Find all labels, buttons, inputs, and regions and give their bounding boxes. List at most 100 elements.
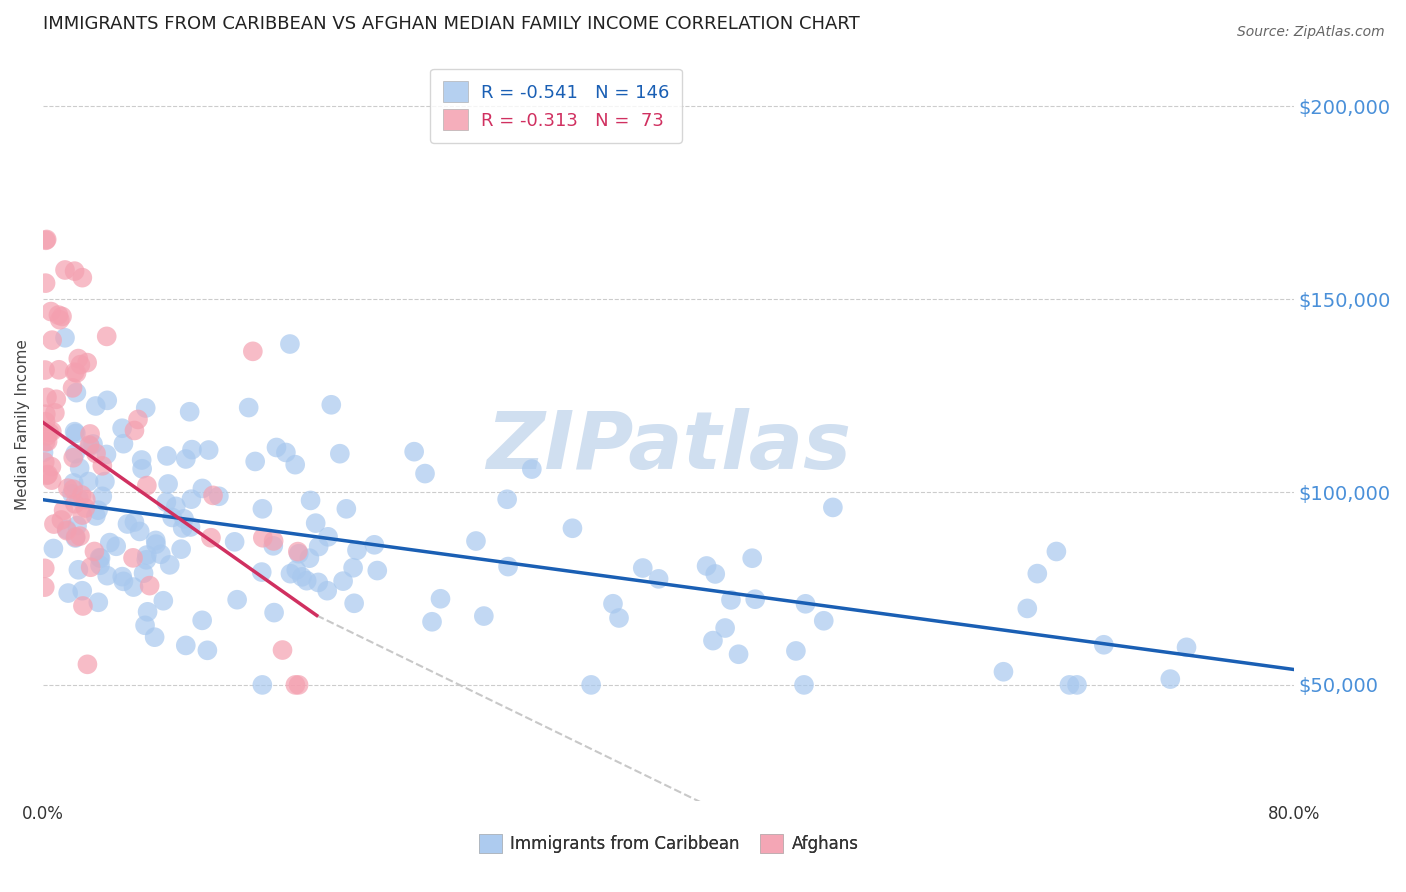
Point [263, 533, 285, 548]
Point [96, 329, 118, 343]
Point [250, 565, 273, 579]
Point [84, 399, 107, 413]
Point [131, 462, 153, 476]
Point [321, 398, 343, 412]
Point [741, 551, 763, 566]
Point [87, 503, 110, 517]
Point [181, 442, 204, 457]
Point [202, 488, 225, 502]
Point [53, 331, 76, 345]
Point [242, 344, 264, 359]
Point [63, 497, 86, 511]
Point [134, 618, 156, 632]
Point [111, 421, 134, 435]
Point [79, 426, 101, 441]
Point [346, 543, 368, 558]
Point [67, 491, 90, 506]
Point [420, 615, 443, 629]
Point [51, 513, 73, 527]
Point [83, 544, 105, 558]
Point [1092, 638, 1115, 652]
Point [266, 441, 288, 455]
Point [56, 481, 79, 495]
Point [252, 501, 274, 516]
Point [174, 452, 197, 467]
Point [316, 583, 339, 598]
Point [496, 492, 519, 507]
Point [1059, 678, 1081, 692]
Point [38, 425, 60, 440]
Point [278, 337, 301, 351]
Point [284, 458, 307, 472]
Point [285, 563, 308, 577]
Point [696, 559, 718, 574]
Point [287, 678, 309, 692]
Point [579, 678, 602, 692]
Point [89, 550, 111, 565]
Point [145, 537, 167, 551]
Point [607, 611, 630, 625]
Point [117, 516, 139, 531]
Point [243, 454, 266, 468]
Point [135, 478, 157, 492]
Point [343, 596, 366, 610]
Point [262, 539, 284, 553]
Y-axis label: Median Family Income: Median Family Income [15, 339, 30, 510]
Point [744, 592, 766, 607]
Point [52, 503, 75, 517]
Point [291, 570, 314, 584]
Point [60, 487, 83, 501]
Point [56, 524, 79, 538]
Point [45, 392, 67, 407]
Text: Source: ZipAtlas.com: Source: ZipAtlas.com [1237, 25, 1385, 39]
Point [155, 495, 177, 509]
Point [72, 270, 94, 285]
Point [172, 521, 194, 535]
Point [66, 518, 89, 533]
Point [34, 415, 56, 429]
Point [35, 429, 58, 443]
Point [41, 333, 63, 347]
Point [34, 276, 56, 290]
Point [271, 643, 294, 657]
Point [170, 542, 193, 557]
Point [413, 467, 436, 481]
Point [714, 621, 737, 635]
Point [316, 530, 339, 544]
Point [308, 540, 330, 554]
Point [179, 520, 201, 534]
Point [332, 574, 354, 588]
Point [993, 665, 1015, 679]
Point [65, 531, 87, 545]
Point [37, 467, 59, 482]
Point [44, 406, 66, 420]
Point [76, 657, 98, 672]
Point [91, 458, 114, 473]
Point [280, 566, 302, 581]
Point [90, 551, 112, 566]
Point [363, 538, 385, 552]
Point [132, 566, 155, 581]
Point [63, 264, 86, 278]
Point [135, 553, 157, 567]
Point [69, 529, 91, 543]
Point [149, 547, 172, 561]
Point [284, 678, 307, 692]
Point [298, 551, 321, 566]
Point [70, 488, 93, 502]
Point [472, 609, 495, 624]
Point [135, 548, 157, 562]
Point [34, 455, 56, 469]
Point [496, 559, 519, 574]
Point [335, 501, 357, 516]
Point [404, 444, 426, 458]
Point [72, 508, 94, 522]
Point [48, 363, 70, 377]
Point [56, 586, 79, 600]
Point [602, 597, 624, 611]
Point [174, 639, 197, 653]
Point [63, 365, 86, 379]
Point [224, 534, 246, 549]
Point [702, 633, 724, 648]
Point [112, 436, 135, 450]
